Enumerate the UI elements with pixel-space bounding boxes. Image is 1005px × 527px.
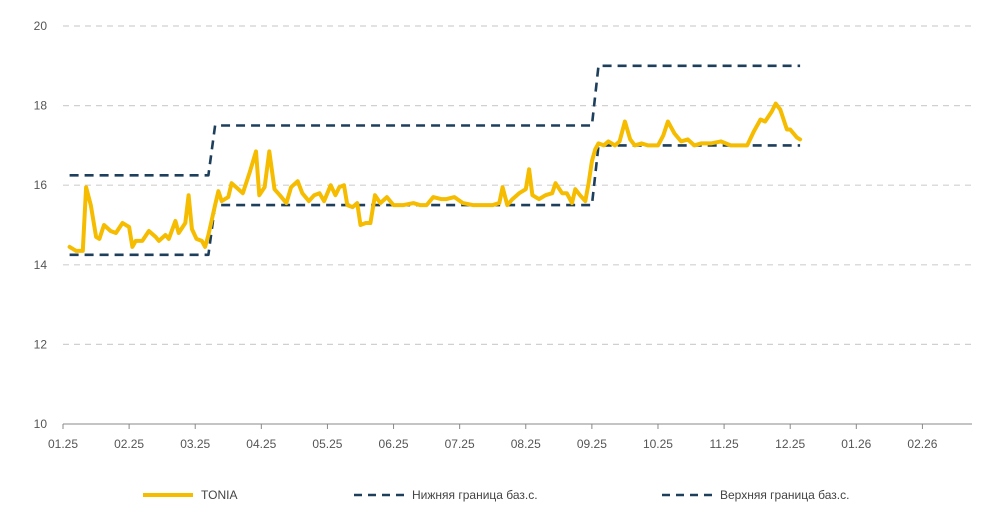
x-tick-label: 12.25 bbox=[775, 437, 805, 451]
series-line-1 bbox=[69, 144, 801, 257]
y-tick-label: 18 bbox=[34, 99, 48, 113]
y-tick-label: 12 bbox=[34, 337, 48, 351]
grid-layer bbox=[63, 25, 972, 345]
y-tick-label: 14 bbox=[34, 258, 48, 272]
x-tick-label: 08.25 bbox=[511, 437, 541, 451]
y-tick-label: 16 bbox=[34, 178, 48, 192]
x-tick-label: 07.25 bbox=[445, 437, 475, 451]
x-tick-label: 05.25 bbox=[312, 437, 342, 451]
x-tick-label: 02.25 bbox=[114, 437, 144, 451]
x-tick-label: 06.25 bbox=[379, 437, 409, 451]
x-tick-label: 11.25 bbox=[710, 437, 739, 451]
x-tick-label: 09.25 bbox=[577, 437, 607, 451]
legend-label-2: Верхняя граница баз.с. bbox=[720, 488, 849, 502]
legend-label-0: TONIA bbox=[201, 488, 237, 502]
x-tick-label: 02.26 bbox=[907, 437, 937, 451]
series-layer bbox=[67, 64, 803, 257]
x-tick-label: 03.25 bbox=[180, 437, 210, 451]
x-tick-label: 01.25 bbox=[48, 437, 78, 451]
x-tick-label: 01.26 bbox=[841, 437, 871, 451]
y-tick-label: 20 bbox=[34, 19, 48, 33]
series-line-0 bbox=[67, 101, 803, 253]
legend-label-1: Нижняя граница баз.с. bbox=[412, 488, 538, 502]
legend: TONIA Нижняя граница баз.с. Верхняя границ… bbox=[143, 488, 849, 502]
axis-layer: 10 12 14 16 18 20 01.25 02.25 03.25 04.25 05.25 06.… bbox=[34, 19, 972, 451]
x-tick-label: 10.25 bbox=[643, 437, 673, 451]
y-tick-label: 10 bbox=[34, 417, 48, 431]
x-tick-label: 04.25 bbox=[246, 437, 276, 451]
series-line-2 bbox=[69, 64, 801, 177]
